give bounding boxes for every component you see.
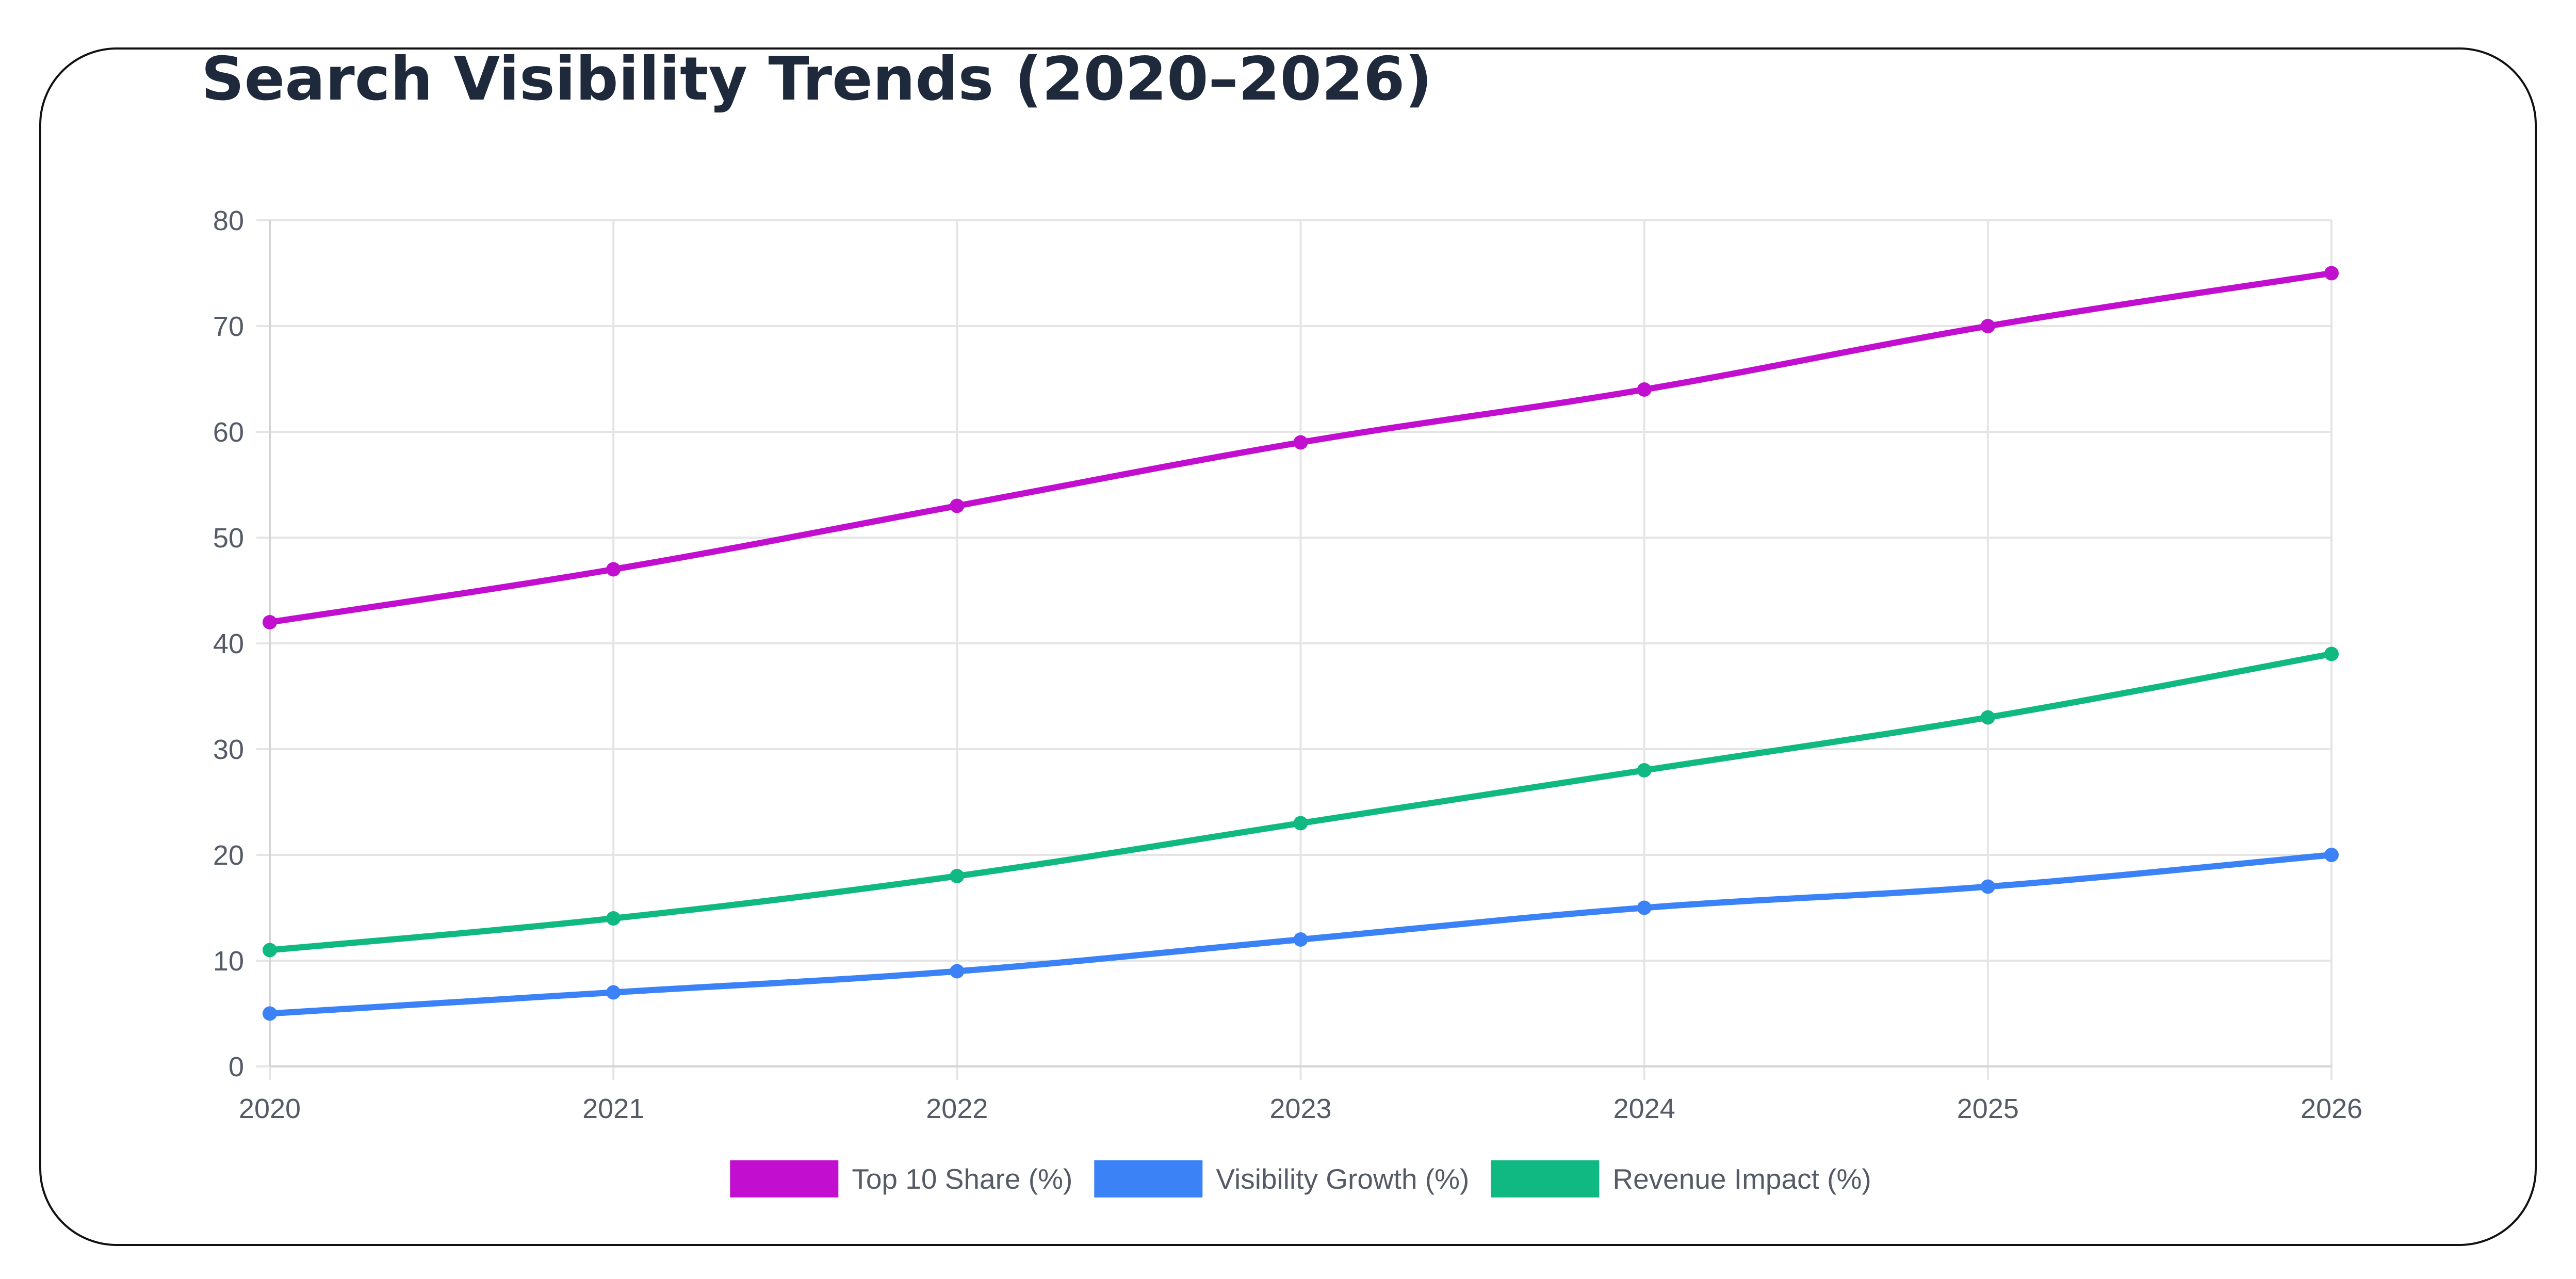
y-tick-label: 60 bbox=[213, 417, 244, 448]
series-2 bbox=[263, 848, 2339, 1021]
y-tick-label: 40 bbox=[213, 628, 244, 659]
x-tick-label: 2023 bbox=[1269, 1093, 1331, 1124]
y-tick-label: 70 bbox=[213, 311, 244, 342]
data-point[interactable] bbox=[1293, 932, 1308, 947]
chart-title: Search Visibility Trends (2020–2026) bbox=[201, 44, 1432, 114]
data-point[interactable] bbox=[263, 1006, 277, 1021]
data-point[interactable] bbox=[2324, 646, 2339, 661]
y-tick-label: 30 bbox=[213, 734, 244, 765]
legend-item-2[interactable]: Visibility Growth (%) bbox=[1094, 1160, 1469, 1197]
x-tick-label: 2024 bbox=[1613, 1093, 1675, 1124]
y-tick-label: 10 bbox=[213, 946, 244, 977]
y-tick-label: 80 bbox=[213, 205, 244, 236]
grid bbox=[256, 219, 2333, 1080]
legend-swatch bbox=[730, 1160, 839, 1197]
legend[interactable]: Top 10 Share (%) Visibility Growth (%) Rev… bbox=[730, 1160, 1871, 1197]
chart-card bbox=[39, 47, 2537, 1246]
axes: 0 10 20 30 40 50 60 70 80 2020 2021 2022 2023 2024 202… bbox=[213, 205, 2362, 1124]
legend-item-1[interactable]: Top 10 Share (%) bbox=[730, 1160, 1072, 1197]
legend-swatch bbox=[1491, 1160, 1600, 1197]
data-point[interactable] bbox=[606, 562, 621, 577]
series-lines bbox=[263, 266, 2339, 1021]
y-tick-label: 20 bbox=[213, 840, 244, 871]
data-point[interactable] bbox=[606, 911, 621, 926]
y-tick-label: 0 bbox=[229, 1051, 244, 1082]
legend-swatch bbox=[1094, 1160, 1203, 1197]
data-point[interactable] bbox=[1980, 879, 1995, 894]
data-point[interactable] bbox=[1637, 900, 1652, 915]
x-tick-label: 2025 bbox=[1957, 1093, 2019, 1124]
data-point[interactable] bbox=[1980, 710, 1995, 725]
data-point[interactable] bbox=[1637, 382, 1652, 397]
data-point[interactable] bbox=[1637, 763, 1652, 778]
data-point[interactable] bbox=[263, 615, 277, 629]
data-point[interactable] bbox=[950, 869, 965, 883]
x-tick-label: 2021 bbox=[582, 1093, 644, 1124]
x-tick-label: 2020 bbox=[239, 1093, 301, 1124]
legend-label: Revenue Impact (%) bbox=[1612, 1163, 1871, 1195]
series-3 bbox=[263, 646, 2339, 958]
data-point[interactable] bbox=[2324, 266, 2339, 281]
y-tick-label: 50 bbox=[213, 523, 244, 554]
data-point[interactable] bbox=[1980, 319, 1995, 333]
legend-label: Top 10 Share (%) bbox=[852, 1163, 1072, 1195]
data-point[interactable] bbox=[1293, 816, 1308, 831]
data-point[interactable] bbox=[1293, 435, 1308, 450]
x-tick-label: 2026 bbox=[2301, 1093, 2362, 1124]
x-tick-label: 2022 bbox=[926, 1093, 988, 1124]
legend-item-3[interactable]: Revenue Impact (%) bbox=[1491, 1160, 1871, 1197]
data-point[interactable] bbox=[606, 985, 621, 1000]
data-point[interactable] bbox=[950, 964, 965, 979]
data-point[interactable] bbox=[950, 498, 965, 513]
series-1 bbox=[263, 266, 2339, 629]
data-point[interactable] bbox=[2324, 848, 2339, 862]
legend-label: Visibility Growth (%) bbox=[1216, 1163, 1469, 1195]
data-point[interactable] bbox=[263, 943, 277, 958]
